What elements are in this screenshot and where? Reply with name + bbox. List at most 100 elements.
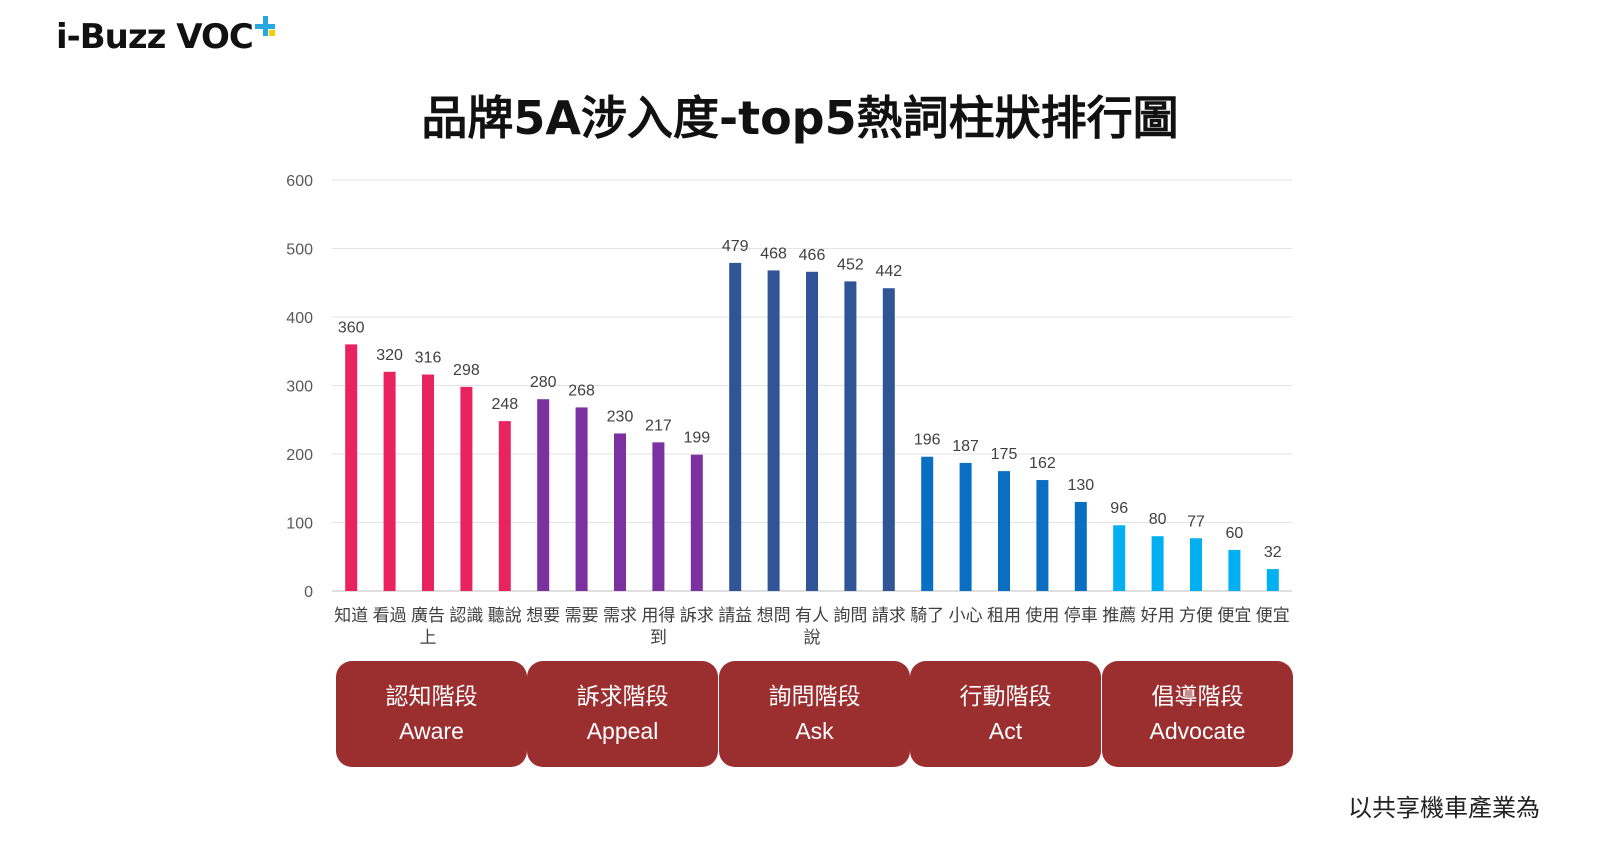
bar [806,271,818,591]
x-tick-label: 聽說 [488,606,522,626]
y-tick-label: 400 [286,310,313,327]
x-tick-label: 便宜 [1217,606,1251,626]
brand-logo: i-Buzz VOC [56,14,277,60]
data-label: 280 [530,374,557,391]
x-tick-label: 有人說 [795,606,829,648]
bar [1151,536,1164,591]
data-label: 199 [683,430,710,447]
data-label: 80 [1149,511,1167,528]
bar [882,288,895,591]
data-label: 320 [376,347,403,364]
stage-appeal: 訴求階段 Appeal [527,661,718,767]
data-label: 466 [799,247,826,264]
stage-label-en: Act [988,718,1023,744]
x-tick-label: 請益 [718,606,752,626]
x-tick-label: 騎了 [910,606,944,626]
stage-aware: 認知階段 Aware [336,661,527,767]
bar [460,386,473,591]
data-label: 248 [491,396,518,413]
data-label: 32 [1264,544,1282,561]
bar [959,462,972,591]
bar [729,262,742,591]
bar [1074,501,1087,591]
bar [690,454,703,591]
data-label: 360 [338,319,365,336]
bar [767,270,780,591]
data-label: 130 [1067,477,1094,494]
x-tick-label: 方便 [1179,606,1213,626]
data-label: 298 [453,362,480,379]
x-tick-label: 想要 [526,606,560,626]
x-tick-label: 需要 [565,606,599,626]
data-label: 479 [722,238,749,255]
bar [652,442,665,591]
y-tick-label: 0 [304,584,313,601]
x-tick-label: 好用 [1141,606,1175,626]
stage-act: 行動階段 Act [910,661,1101,767]
x-tick-label: 認識 [449,606,483,626]
bar [498,421,511,591]
x-tick-label: 想問 [757,606,791,626]
bar [1036,480,1049,591]
x-tick-label: 需求 [603,606,637,626]
bar [537,399,550,591]
bar [422,374,434,591]
data-label: 442 [875,263,902,280]
logo-text: i-Buzz VOC [56,17,254,57]
x-tick-label: 停車 [1064,606,1098,626]
bar [844,281,857,591]
stage-label-zh: 訴求階段 [576,684,669,710]
bar [921,456,934,591]
data-label: 60 [1226,525,1244,542]
data-label: 187 [952,438,979,455]
stage-label-en: Appeal [586,718,659,744]
data-label: 162 [1029,455,1056,472]
data-label: 452 [837,256,864,273]
x-tick-label: 推薦 [1102,606,1136,626]
footnote: 以共享機車產業為 [1348,794,1540,822]
bar [1190,538,1202,591]
x-tick-label: 知道 [334,606,368,626]
y-tick-label: 500 [286,242,313,259]
x-tick-label: 看過 [373,606,407,626]
stage-label-en: Ask [795,718,834,744]
data-label: 77 [1187,513,1205,530]
bar [345,344,358,591]
bar [998,471,1010,591]
stage-label-zh: 詢問階段 [768,684,861,710]
data-label: 175 [991,446,1018,463]
y-tick-label: 100 [286,516,313,533]
x-tick-label: 廣告上 [411,606,445,648]
bar [383,371,396,591]
x-tick-label: 詢問 [833,606,867,626]
chart-title: 品牌5A涉入度-top5熱詞柱狀排行圖 [421,91,1179,145]
y-tick-label: 600 [286,173,313,190]
stage-label-zh: 認知階段 [385,684,478,710]
data-label: 96 [1110,500,1128,517]
data-label: 268 [568,382,595,399]
bar [1228,549,1241,591]
bar [1113,525,1126,591]
bar [614,433,626,591]
bar [1266,569,1279,591]
x-tick-label: 租用 [987,606,1021,626]
x-tick-label: 請求 [872,606,906,626]
x-tick-label: 用得到 [641,606,675,648]
data-label: 217 [645,417,672,434]
stage-label-en: Aware [399,718,464,744]
stage-label-en: Advocate [1149,718,1246,744]
data-label: 316 [415,350,442,367]
stage-label-zh: 倡導階段 [1151,684,1244,710]
stage-ask: 詢問階段 Ask [719,661,910,767]
x-tick-label: 使用 [1025,605,1059,626]
x-tick-label: 訴求 [680,606,714,626]
data-label: 196 [914,432,941,449]
data-label: 230 [607,408,634,425]
x-tick-label: 便宜 [1256,606,1290,626]
plus-icon [254,16,277,38]
x-tick-label: 小心 [949,606,983,626]
bar [575,407,588,591]
stage-label-zh: 行動階段 [959,684,1052,710]
y-tick-label: 200 [286,447,313,464]
